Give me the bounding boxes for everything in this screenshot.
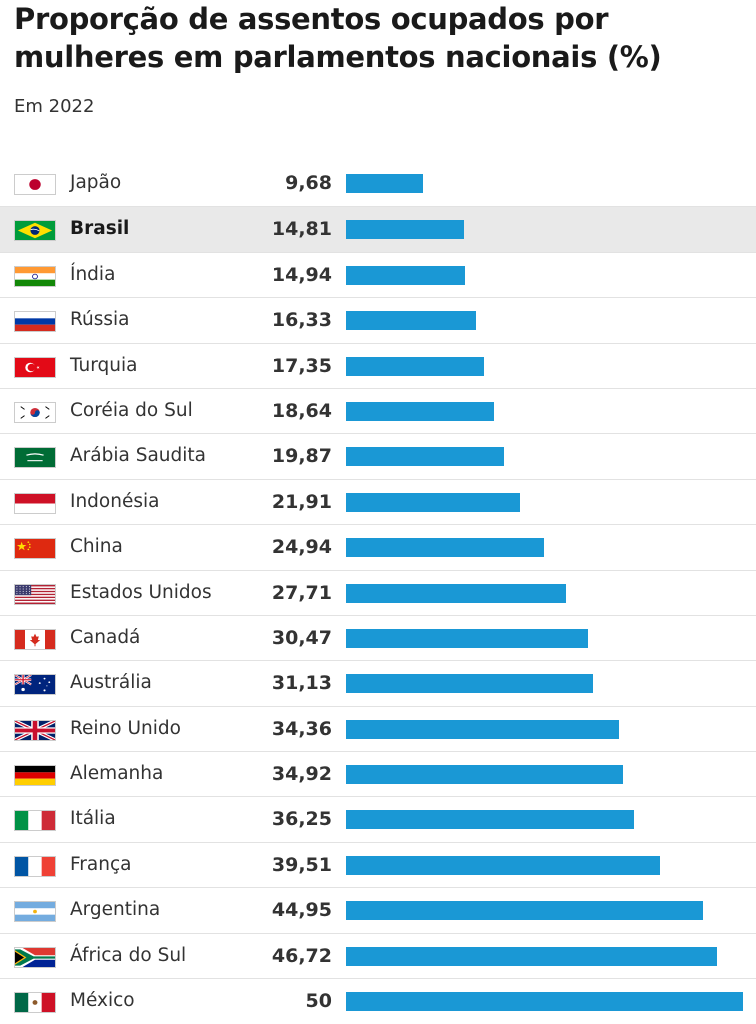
category-label: Itália — [70, 808, 116, 830]
bar-row: Alemanha 34,92 — [0, 751, 756, 796]
bar — [346, 855, 660, 875]
australia-flag-icon — [14, 674, 56, 696]
bar — [346, 174, 423, 193]
value-label: 24,94 — [271, 536, 332, 559]
bar-row: Canadá 30,47 — [0, 614, 756, 660]
canada-flag-icon — [14, 628, 56, 650]
category-label: Austrália — [70, 672, 152, 694]
bar-row: Austrália 31,13 — [0, 660, 756, 705]
value-label: 39,51 — [271, 853, 332, 876]
india-flag-icon — [14, 265, 56, 287]
south-korea-flag-icon — [14, 401, 56, 423]
bar — [346, 810, 634, 830]
bar — [346, 992, 743, 1012]
category-label: Argentina — [70, 899, 161, 921]
value-label: 50 — [305, 990, 332, 1013]
bar — [346, 356, 484, 376]
bar-row: Turquia 17,35 — [0, 342, 756, 388]
value-label: 17,35 — [271, 354, 332, 377]
bar — [346, 311, 476, 331]
value-label: 30,47 — [271, 626, 332, 649]
bar — [346, 220, 464, 240]
category-label: México — [70, 990, 135, 1012]
value-label: 18,64 — [271, 399, 332, 422]
bar — [346, 583, 566, 603]
bar-row: Índia 14,94 — [0, 251, 756, 297]
bar — [346, 447, 504, 467]
category-label: Indonésia — [70, 490, 160, 512]
value-label: 34,36 — [271, 717, 332, 740]
category-label: Reino Unido — [70, 717, 181, 739]
value-label: 21,91 — [271, 490, 332, 513]
brazil-flag-icon — [14, 220, 56, 242]
category-label: Coréia do Sul — [70, 399, 193, 421]
category-label: Brasil — [70, 218, 130, 240]
bar — [346, 946, 717, 966]
value-label: 14,94 — [271, 263, 332, 286]
south-africa-flag-icon — [14, 946, 56, 968]
bar — [346, 492, 520, 512]
value-label: 27,71 — [271, 581, 332, 604]
bar-row: Coréia do Sul 18,64 — [0, 387, 756, 433]
value-label: 36,25 — [271, 808, 332, 831]
category-label: França — [70, 853, 132, 875]
bar-row: Rússia 16,33 — [0, 297, 756, 342]
bar — [346, 628, 588, 648]
category-label: Turquia — [70, 354, 138, 376]
category-label: Arábia Saudita — [70, 445, 206, 467]
category-label: China — [70, 536, 123, 558]
france-flag-icon — [14, 855, 56, 877]
mexico-flag-icon — [14, 992, 56, 1014]
category-label: Índia — [70, 263, 116, 285]
bar — [346, 719, 619, 739]
value-label: 34,92 — [271, 763, 332, 786]
value-label: 14,81 — [271, 218, 332, 241]
category-label: Rússia — [70, 309, 130, 331]
turkey-flag-icon — [14, 356, 56, 378]
bar-row: Argentina 44,95 — [0, 887, 756, 932]
chart-title: Proporção de assentos ocupados por mulhe… — [14, 2, 662, 74]
category-label: Canadá — [70, 626, 141, 648]
bar — [346, 674, 594, 694]
germany-flag-icon — [14, 765, 56, 787]
russia-flag-icon — [14, 311, 56, 333]
usa-flag-icon — [14, 583, 56, 605]
value-label: 31,13 — [271, 672, 332, 695]
bar-row: Japão 9,68 — [0, 161, 756, 206]
china-flag-icon — [14, 538, 56, 560]
bar-row: México 50 — [0, 978, 756, 1023]
indonesia-flag-icon — [14, 492, 56, 514]
category-label: África do Sul — [70, 944, 187, 966]
bar — [346, 538, 544, 558]
bar-row: Reino Unido 34,36 — [0, 705, 756, 751]
value-label: 44,95 — [271, 899, 332, 922]
value-label: 46,72 — [271, 944, 332, 967]
bar — [346, 765, 624, 785]
japan-flag-icon — [14, 174, 56, 195]
bar — [346, 901, 703, 921]
bar-row: Arábia Saudita 19,87 — [0, 433, 756, 478]
bar — [346, 265, 465, 285]
bar-row: Itália 36,25 — [0, 796, 756, 841]
uk-flag-icon — [14, 719, 56, 741]
category-label: Japão — [70, 172, 122, 193]
argentina-flag-icon — [14, 901, 56, 923]
category-label: Estados Unidos — [70, 581, 212, 603]
bar-row: França 39,51 — [0, 841, 756, 887]
bar-row: Indonésia 21,91 — [0, 478, 756, 524]
italy-flag-icon — [14, 810, 56, 832]
saudi-arabia-flag-icon — [14, 447, 56, 469]
bar-chart: Japão 9,68 Brasil 14,81 Índia 14,94 Rússia 16,3… — [0, 161, 756, 1023]
category-label: Alemanha — [70, 763, 164, 785]
bar-row: Estados Unidos 27,71 — [0, 569, 756, 615]
chart-subtitle: Em 2022 — [14, 96, 95, 117]
bar-row: Brasil 14,81 — [0, 206, 756, 252]
bar — [346, 401, 494, 421]
bar-row: África do Sul 46,72 — [0, 932, 756, 978]
value-label: 16,33 — [271, 309, 332, 332]
bar-row: China 24,94 — [0, 524, 756, 569]
value-label: 9,68 — [285, 172, 332, 194]
value-label: 19,87 — [271, 445, 332, 468]
